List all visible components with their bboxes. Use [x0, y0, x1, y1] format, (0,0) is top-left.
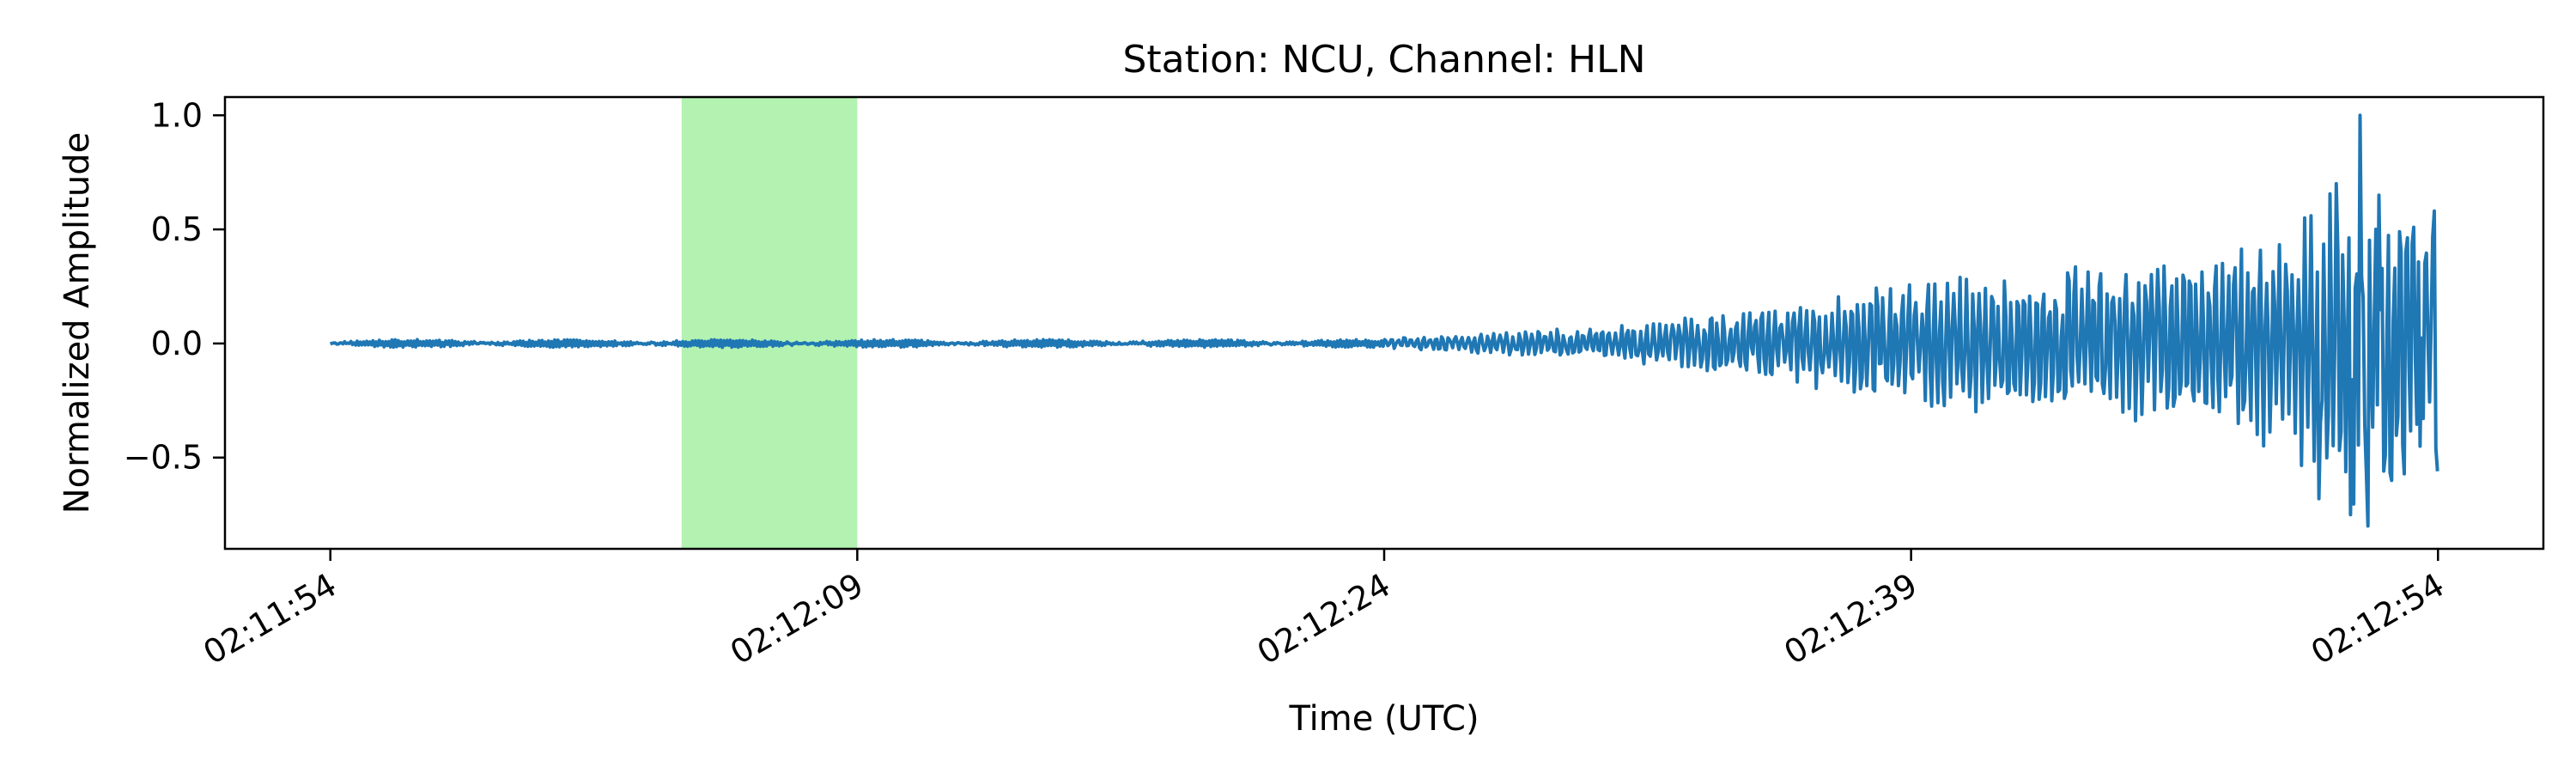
waveform-series-line: [329, 113, 2439, 528]
x-axis: 02:11:54 02:12:09 02:12:24 02:12:39 02:12:54: [197, 549, 2451, 672]
x-tick-label: 02:12:54: [2305, 566, 2451, 672]
plot-area: [329, 97, 2439, 549]
y-axis: 1.0 0.5 0.0 −0.5: [124, 96, 225, 477]
y-tick-label: −0.5: [124, 439, 203, 477]
chart-title: Station: NCU, Channel: HLN: [1122, 38, 1645, 82]
y-axis-label: Normalized Amplitude: [58, 132, 97, 514]
x-tick-label: 02:12:39: [1777, 566, 1923, 672]
x-axis-label: Time (UTC): [1288, 699, 1479, 739]
x-tick-label: 02:11:54: [197, 566, 343, 672]
highlight-span: [681, 97, 858, 549]
y-tick-label: 0.0: [151, 325, 203, 362]
x-tick-label: 02:12:09: [724, 566, 870, 672]
y-tick-label: 1.0: [151, 96, 203, 134]
y-tick-label: 0.5: [151, 210, 203, 248]
x-tick-label: 02:12:24: [1251, 566, 1397, 672]
